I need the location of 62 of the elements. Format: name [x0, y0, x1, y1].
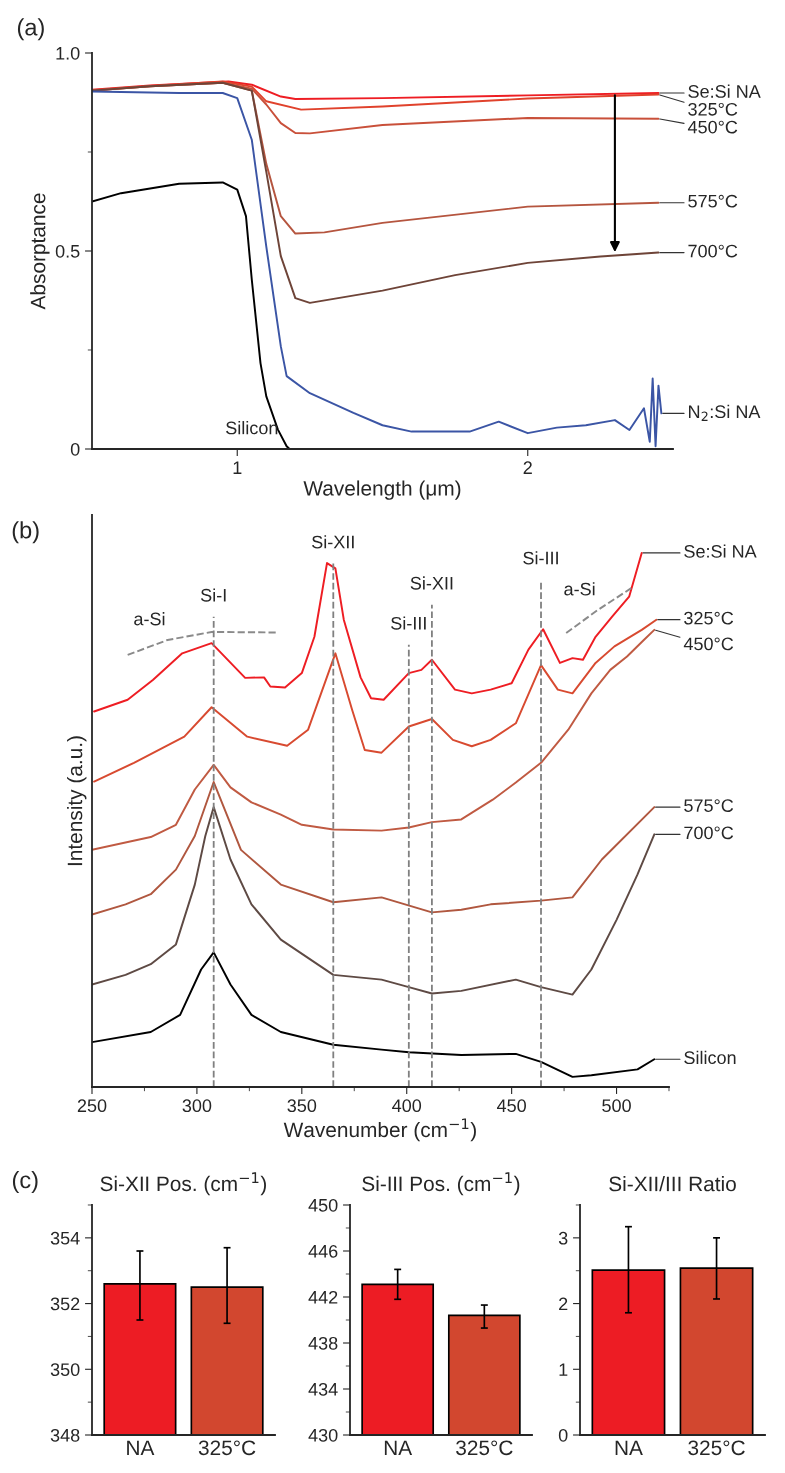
y-tick-label: 350 [50, 1363, 80, 1377]
x-tick-label: 350 [287, 1099, 317, 1113]
line-series [92, 81, 660, 304]
y-tick-label: 348 [50, 1428, 80, 1442]
y-tick-label: 2 [559, 1297, 568, 1311]
x-tick-label: NA [615, 1440, 643, 1455]
y-axis-title: Intensity (a.u.) [67, 736, 87, 866]
x-tick-label: 500 [602, 1099, 631, 1113]
x-axis-title: Wavelength (μm) [303, 480, 461, 500]
y-tick-label: 352 [50, 1297, 80, 1311]
series-label: 575°C [684, 799, 734, 812]
y-tick-label: 354 [50, 1231, 80, 1245]
x-tick-label: 400 [392, 1099, 422, 1113]
series-label: 700°C [684, 826, 734, 840]
y-tick-label: 1.0 [56, 46, 80, 60]
y-tick-label: 3 [558, 1231, 568, 1245]
x-tick-label: 325°C [688, 1440, 745, 1456]
series-label: 450°C [687, 120, 738, 134]
annotation: a-Si [564, 582, 595, 596]
ref-line-label: Si-I [200, 588, 226, 602]
y-tick-label: 430 [308, 1428, 338, 1442]
y-tick-label: 0 [70, 442, 80, 456]
series-label: N$_{2}$:Si NA [689, 404, 761, 421]
x-tick-label: NA [127, 1440, 155, 1455]
x-tick-label: 250 [77, 1099, 107, 1113]
text: (b) [12, 521, 39, 544]
ref-line-label: Si-III [523, 551, 558, 565]
y-tick-label: 442 [308, 1290, 338, 1304]
x-tick-label: 325°C [456, 1440, 513, 1456]
text: Se:Si NA [684, 544, 757, 558]
text: (c) [12, 1170, 38, 1193]
chart-title: Si-III Pos. (cm$^{−1}$) [362, 1172, 520, 1196]
ref-line-label: Si-III [391, 616, 426, 630]
x-tick-label: 300 [182, 1099, 212, 1113]
y-tick-label: 434 [308, 1382, 338, 1396]
x-tick-label: NA [384, 1440, 413, 1455]
x-tick-label: 325°C [198, 1440, 256, 1456]
line-series [92, 90, 663, 448]
x-axis-title: Wavenumber (cm$^{−1}$) [283, 1118, 476, 1142]
y-tick-label: 446 [308, 1244, 338, 1258]
ref-line-label: Si-XII [410, 576, 453, 590]
y-tick-label: 1 [559, 1363, 568, 1376]
annotation: a-Si [134, 612, 165, 626]
series-label: 450°C [683, 637, 734, 651]
chart-title: Si-XII Pos. (cm$^{−1}$) [100, 1172, 266, 1196]
y-tick-label: 438 [308, 1336, 338, 1350]
x-tick-label: 450 [496, 1099, 526, 1113]
line-series [92, 80, 660, 111]
chart-title: Si-XII/III Ratio [609, 1176, 736, 1192]
series-label: Silicon [684, 1050, 736, 1065]
series-label: 325°C [688, 102, 738, 116]
ref-line-label: Si-XII [312, 535, 354, 549]
y-tick-label: 450 [308, 1198, 338, 1212]
series-label: 325°C [684, 611, 734, 625]
series-label: Se:Si NA [688, 84, 761, 98]
text: (a) [17, 18, 44, 41]
y-tick-label: 0 [558, 1428, 568, 1442]
y-axis-title: Absorptance [30, 193, 50, 310]
series-label: 575°C [688, 194, 738, 208]
series-label: Silicon [226, 421, 278, 435]
series-label: 700°C [688, 244, 738, 258]
y-tick-label: 0.5 [55, 244, 80, 258]
